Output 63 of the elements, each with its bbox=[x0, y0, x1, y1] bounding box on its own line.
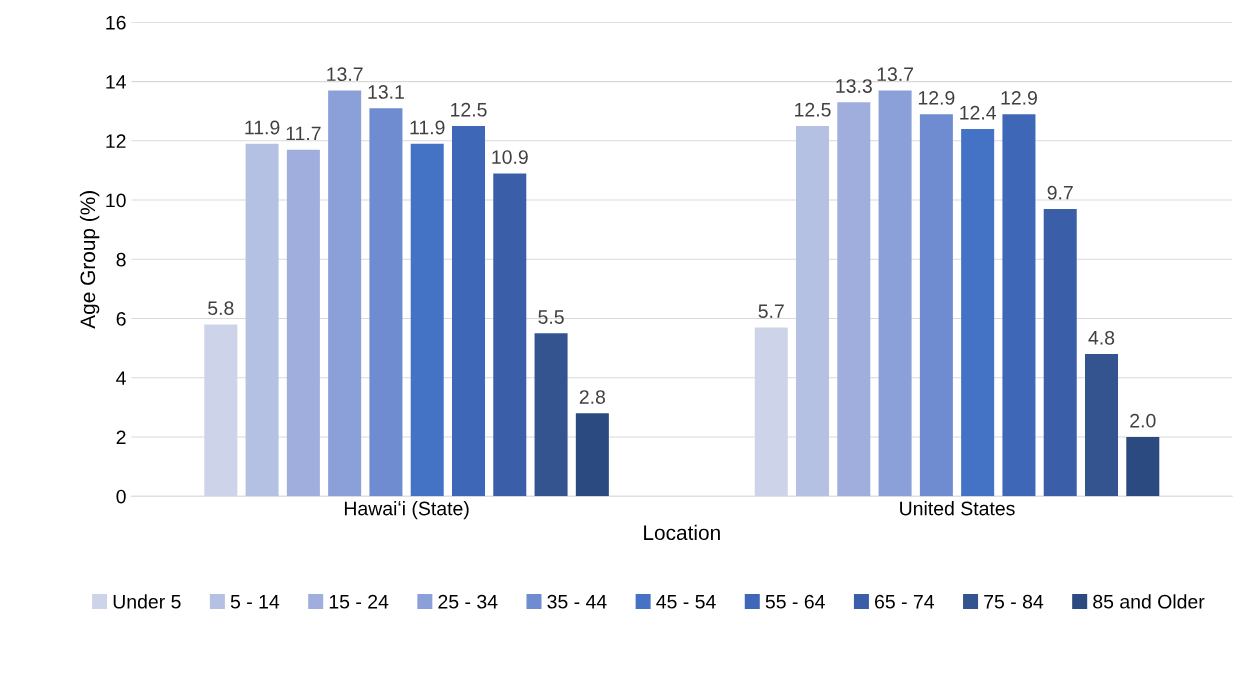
legend-label: 85 and Older bbox=[1093, 594, 1205, 609]
text: 12.9 bbox=[918, 90, 955, 105]
legend-label: 75 - 84 bbox=[984, 594, 1044, 609]
bar bbox=[575, 413, 609, 497]
text: 12.9 bbox=[1001, 90, 1037, 105]
legend-label: 65 - 74 bbox=[875, 594, 935, 609]
text: 13.7 bbox=[877, 67, 914, 82]
bar bbox=[1084, 354, 1119, 497]
bar bbox=[534, 333, 568, 497]
legend-label: 35 - 44 bbox=[547, 594, 607, 609]
text: 11.7 bbox=[286, 126, 321, 141]
x-axis-title: Location bbox=[644, 524, 720, 541]
bar bbox=[328, 90, 362, 497]
text: 13.3 bbox=[836, 79, 872, 93]
y-axis-title: Age Group (%) bbox=[79, 191, 100, 329]
text: 4.8 bbox=[1088, 330, 1115, 345]
y-tick-label: 10 bbox=[106, 193, 126, 208]
bar bbox=[451, 126, 486, 497]
text: 13.7 bbox=[327, 67, 363, 82]
legend-label: 15 - 24 bbox=[329, 594, 389, 609]
text: 2.0 bbox=[1130, 413, 1156, 428]
y-tick-label: 2 bbox=[116, 430, 126, 445]
text: 12.4 bbox=[960, 105, 997, 120]
bar bbox=[245, 143, 279, 497]
text: 11.9 bbox=[245, 120, 280, 135]
y-tick-label: 4 bbox=[116, 371, 126, 385]
bar bbox=[286, 149, 320, 497]
text: 10.9 bbox=[492, 150, 528, 164]
bar bbox=[493, 173, 527, 497]
y-tick-label: 8 bbox=[116, 252, 126, 267]
text: 13.1 bbox=[368, 85, 404, 99]
legend-label: 25 - 34 bbox=[438, 594, 498, 609]
y-tick-label: 16 bbox=[106, 15, 126, 30]
text: 11.9 bbox=[410, 120, 445, 135]
text: 5.7 bbox=[758, 304, 784, 319]
legend-label: 55 - 64 bbox=[765, 594, 825, 609]
y-tick-label: 12 bbox=[106, 134, 126, 148]
bar bbox=[410, 143, 444, 497]
bar bbox=[919, 114, 953, 497]
bar bbox=[1002, 114, 1036, 497]
bar bbox=[1126, 437, 1160, 497]
text: 12.5 bbox=[451, 102, 487, 117]
bar bbox=[878, 90, 912, 497]
y-tick-label: 14 bbox=[106, 75, 126, 89]
bar bbox=[1043, 208, 1077, 497]
bar bbox=[837, 102, 871, 497]
text: 5.5 bbox=[538, 310, 564, 324]
legend-label: 5 - 14 bbox=[230, 595, 280, 609]
text: 9.7 bbox=[1047, 185, 1073, 200]
legend-label: 45 - 54 bbox=[656, 595, 716, 609]
x-tick-label: Hawaiʻi (State) bbox=[344, 501, 469, 520]
x-tick-label: United States bbox=[900, 501, 1015, 516]
bar bbox=[796, 126, 830, 497]
bar bbox=[369, 108, 403, 497]
bar bbox=[961, 128, 995, 497]
y-tick-label: 0 bbox=[116, 489, 126, 504]
bar bbox=[754, 327, 788, 497]
text: 2.8 bbox=[579, 390, 606, 404]
text: 12.5 bbox=[795, 102, 831, 117]
text: 5.8 bbox=[208, 301, 234, 316]
bar bbox=[204, 324, 238, 497]
legend-label: Under 5 bbox=[113, 594, 181, 609]
y-tick-label: 6 bbox=[116, 312, 126, 326]
